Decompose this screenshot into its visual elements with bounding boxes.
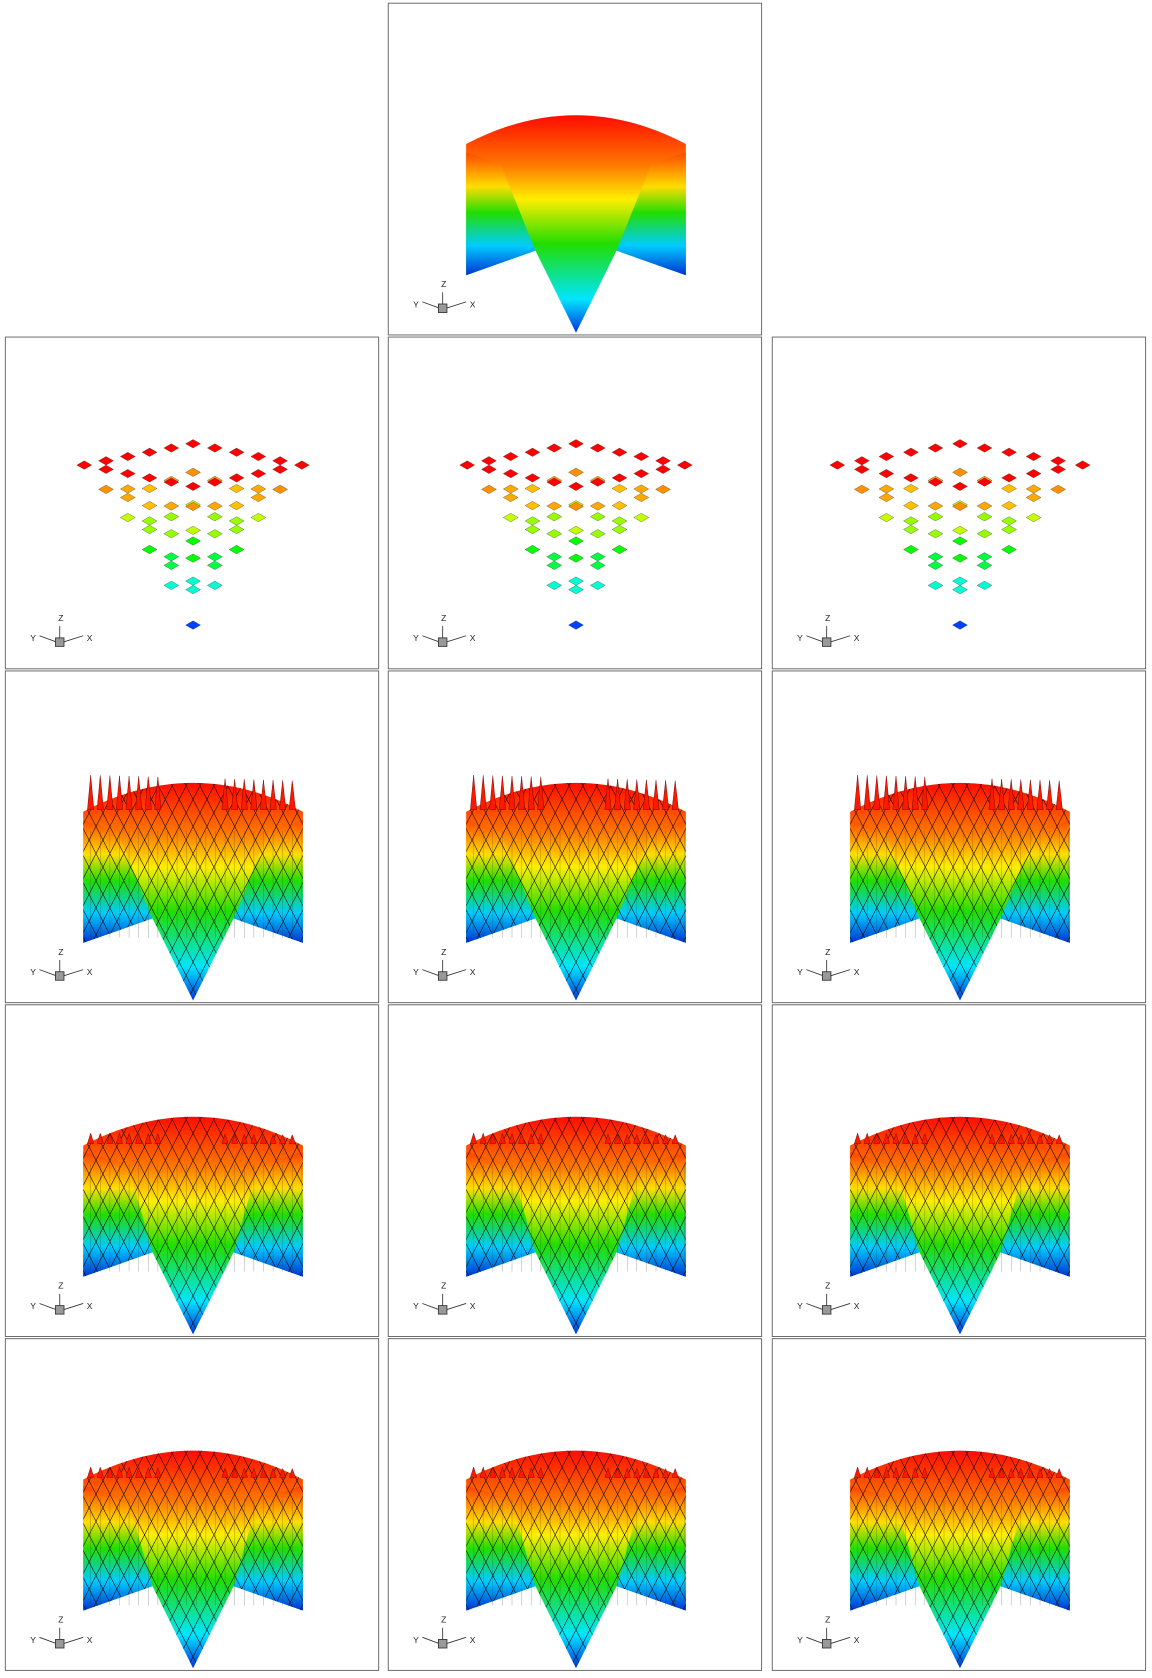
axis-label: Z — [441, 1615, 446, 1625]
axis-cube — [438, 1639, 447, 1648]
axis-label: X — [854, 1301, 860, 1311]
figure: Y X Z Y X Z Y X Z Y X Z Y X Z Y X Z Y X Z Y X Z Y X Z Y X Z Y X Z Y X Z Y X Z — [0, 0, 1152, 1678]
axis-cube — [822, 972, 831, 981]
axis-cube — [55, 972, 64, 981]
axis-label: Y — [797, 1635, 803, 1645]
axis-label: Y — [413, 1301, 419, 1311]
axis-label: X — [854, 633, 860, 643]
axis-label: X — [470, 1635, 476, 1645]
axis-label: Z — [441, 613, 446, 623]
axis-label: Z — [58, 947, 63, 957]
axis-label: Z — [825, 1281, 830, 1291]
axis-cube — [55, 1639, 64, 1648]
axis-label: Y — [30, 1635, 36, 1645]
axis-label: Y — [797, 633, 803, 643]
axis-cube — [438, 972, 447, 981]
axis-cube — [55, 1306, 64, 1315]
axis-label: X — [87, 1635, 93, 1645]
axis-cube — [438, 304, 447, 313]
axis-label: Z — [825, 613, 830, 623]
panel: Y X Z — [388, 337, 761, 669]
axis-label: X — [470, 633, 476, 643]
panel: Y X Z — [388, 3, 761, 335]
panel: Y X Z — [5, 337, 378, 669]
axis-label: Y — [30, 633, 36, 643]
axis-label: X — [470, 1301, 476, 1311]
axis-label: X — [470, 299, 476, 309]
axis-cube — [822, 1306, 831, 1315]
axis-cube — [438, 1306, 447, 1315]
axis-label: X — [854, 1635, 860, 1645]
axis-label: Y — [413, 633, 419, 643]
axis-label: Z — [441, 279, 446, 289]
page: {"panels": [ {"axes": {"x": "X", "y": "Y… — [0, 0, 1152, 1678]
axis-label: Z — [58, 613, 63, 623]
axis-cube — [55, 638, 64, 647]
axis-label: Z — [825, 1615, 830, 1625]
axis-label: X — [854, 967, 860, 977]
axis-label: Z — [441, 1281, 446, 1291]
axis-cube — [822, 1639, 831, 1648]
axis-label: Y — [413, 967, 419, 977]
axis-label: X — [470, 967, 476, 977]
axis-label: Z — [441, 947, 446, 957]
axis-label: Z — [58, 1281, 63, 1291]
axis-label: Y — [797, 967, 803, 977]
axis-label: Y — [797, 1301, 803, 1311]
axis-label: Z — [825, 947, 830, 957]
axis-cube — [438, 638, 447, 647]
axis-label: X — [87, 633, 93, 643]
axis-cube — [822, 638, 831, 647]
axis-label: Z — [58, 1615, 63, 1625]
axis-label: X — [87, 967, 93, 977]
axis-label: Y — [30, 1301, 36, 1311]
panel: Y X Z — [772, 337, 1145, 669]
axis-label: Y — [413, 1635, 419, 1645]
axis-label: X — [87, 1301, 93, 1311]
axis-label: Y — [30, 967, 36, 977]
axis-label: Y — [413, 299, 419, 309]
